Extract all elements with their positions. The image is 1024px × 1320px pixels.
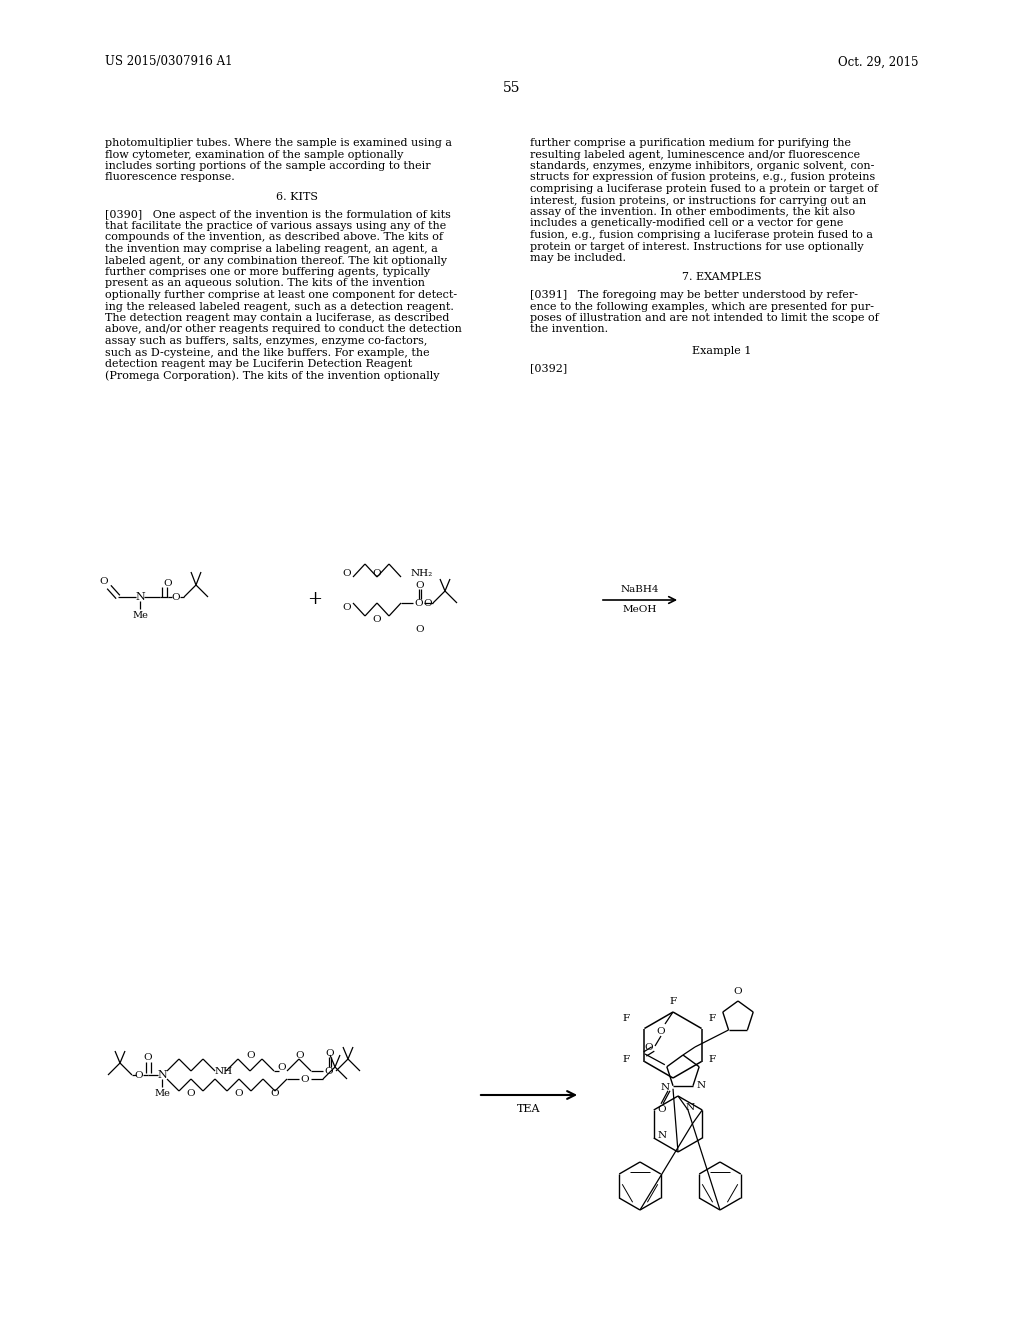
Text: The detection reagent may contain a luciferase, as described: The detection reagent may contain a luci… [105,313,450,323]
Text: O: O [343,569,351,578]
Text: includes a genetically-modified cell or a vector for gene: includes a genetically-modified cell or … [530,219,844,228]
Text: includes sorting portions of the sample according to their: includes sorting portions of the sample … [105,161,431,172]
Text: Me: Me [132,611,147,620]
Text: flow cytometer, examination of the sample optionally: flow cytometer, examination of the sampl… [105,149,403,160]
Text: +: + [307,590,323,609]
Text: Me: Me [154,1089,170,1098]
Text: assay of the invention. In other embodiments, the kit also: assay of the invention. In other embodim… [530,207,855,216]
Text: O: O [164,578,172,587]
Text: F: F [708,1055,715,1064]
Text: optionally further comprise at least one component for detect-: optionally further comprise at least one… [105,290,457,300]
Text: F: F [670,998,677,1006]
Text: structs for expression of fusion proteins, e.g., fusion proteins: structs for expression of fusion protein… [530,173,876,182]
Text: assay such as buffers, salts, enzymes, enzyme co-factors,: assay such as buffers, salts, enzymes, e… [105,337,427,346]
Text: O: O [325,1067,334,1076]
Text: F: F [623,1055,630,1064]
Text: O: O [186,1089,196,1098]
Text: O: O [645,1044,653,1052]
Text: O: O [143,1052,153,1061]
Text: O: O [247,1052,255,1060]
Text: Example 1: Example 1 [692,346,752,356]
Text: comprising a luciferase protein fused to a protein or target of: comprising a luciferase protein fused to… [530,183,878,194]
Text: N: N [157,1071,167,1080]
Text: 7. EXAMPLES: 7. EXAMPLES [682,272,762,282]
Text: O: O [416,581,424,590]
Text: photomultiplier tubes. Where the sample is examined using a: photomultiplier tubes. Where the sample … [105,139,452,148]
Text: (Promega Corporation). The kits of the invention optionally: (Promega Corporation). The kits of the i… [105,371,439,381]
Text: present as an aqueous solution. The kits of the invention: present as an aqueous solution. The kits… [105,279,425,289]
Text: 55: 55 [503,81,521,95]
Text: MeOH: MeOH [623,606,657,615]
Text: F: F [708,1014,715,1023]
Text: O: O [326,1048,334,1057]
Text: O: O [234,1089,244,1098]
Text: further comprise a purification medium for purifying the: further comprise a purification medium f… [530,139,851,148]
Text: the invention.: the invention. [530,325,608,334]
Text: O: O [301,1074,309,1084]
Text: 6. KITS: 6. KITS [276,191,318,202]
Text: O: O [343,602,351,611]
Text: TEA: TEA [517,1104,541,1114]
Text: O: O [373,569,381,578]
Text: N: N [686,1104,695,1113]
Text: O: O [270,1089,280,1098]
Text: fluorescence response.: fluorescence response. [105,173,234,182]
Text: F: F [623,1014,630,1023]
Text: O: O [296,1052,304,1060]
Text: N: N [657,1131,667,1140]
Text: above, and/or other reagents required to conduct the detection: above, and/or other reagents required to… [105,325,462,334]
Text: interest, fusion proteins, or instructions for carrying out an: interest, fusion proteins, or instructio… [530,195,866,206]
Text: ing the released labeled reagent, such as a detection reagent.: ing the released labeled reagent, such a… [105,301,454,312]
Text: O: O [99,578,109,586]
Text: resulting labeled agent, luminescence and/or fluorescence: resulting labeled agent, luminescence an… [530,149,860,160]
Text: ence to the following examples, which are presented for pur-: ence to the following examples, which ar… [530,301,874,312]
Text: N: N [696,1081,706,1090]
Text: O: O [657,1105,667,1114]
Text: O: O [424,598,432,607]
Text: N: N [660,1084,670,1092]
Text: O: O [278,1064,287,1072]
Text: labeled agent, or any combination thereof. The kit optionally: labeled agent, or any combination thereo… [105,256,447,265]
Text: O: O [373,615,381,623]
Text: O: O [656,1027,666,1036]
Text: that facilitate the practice of various assays using any of the: that facilitate the practice of various … [105,220,446,231]
Text: Oct. 29, 2015: Oct. 29, 2015 [839,55,919,69]
Text: further comprises one or more buffering agents, typically: further comprises one or more buffering … [105,267,430,277]
Text: protein or target of interest. Instructions for use optionally: protein or target of interest. Instructi… [530,242,863,252]
Text: standards, enzymes, enzyme inhibitors, organic solvent, con-: standards, enzymes, enzyme inhibitors, o… [530,161,874,172]
Text: NH: NH [215,1067,233,1076]
Text: [0391]   The foregoing may be better understood by refer-: [0391] The foregoing may be better under… [530,290,858,300]
Text: N: N [135,591,144,602]
Text: compounds of the invention, as described above. The kits of: compounds of the invention, as described… [105,232,443,243]
Text: O: O [135,1071,143,1080]
Text: O: O [733,987,742,997]
Text: poses of illustration and are not intended to limit the scope of: poses of illustration and are not intend… [530,313,879,323]
Text: O: O [416,626,424,635]
Text: O: O [172,593,180,602]
Text: [0392]: [0392] [530,363,567,374]
Text: [0390]   One aspect of the invention is the formulation of kits: [0390] One aspect of the invention is th… [105,210,451,219]
Text: US 2015/0307916 A1: US 2015/0307916 A1 [105,55,232,69]
Text: NH₂: NH₂ [411,569,433,578]
Text: the invention may comprise a labeling reagent, an agent, a: the invention may comprise a labeling re… [105,244,438,253]
Text: such as D-cysteine, and the like buffers. For example, the: such as D-cysteine, and the like buffers… [105,347,430,358]
Text: detection reagent may be Luciferin Detection Reagent: detection reagent may be Luciferin Detec… [105,359,413,370]
Text: NaBH4: NaBH4 [621,586,659,594]
Text: may be included.: may be included. [530,253,626,263]
Text: O: O [415,598,423,607]
Text: fusion, e.g., fusion comprising a luciferase protein fused to a: fusion, e.g., fusion comprising a lucife… [530,230,873,240]
